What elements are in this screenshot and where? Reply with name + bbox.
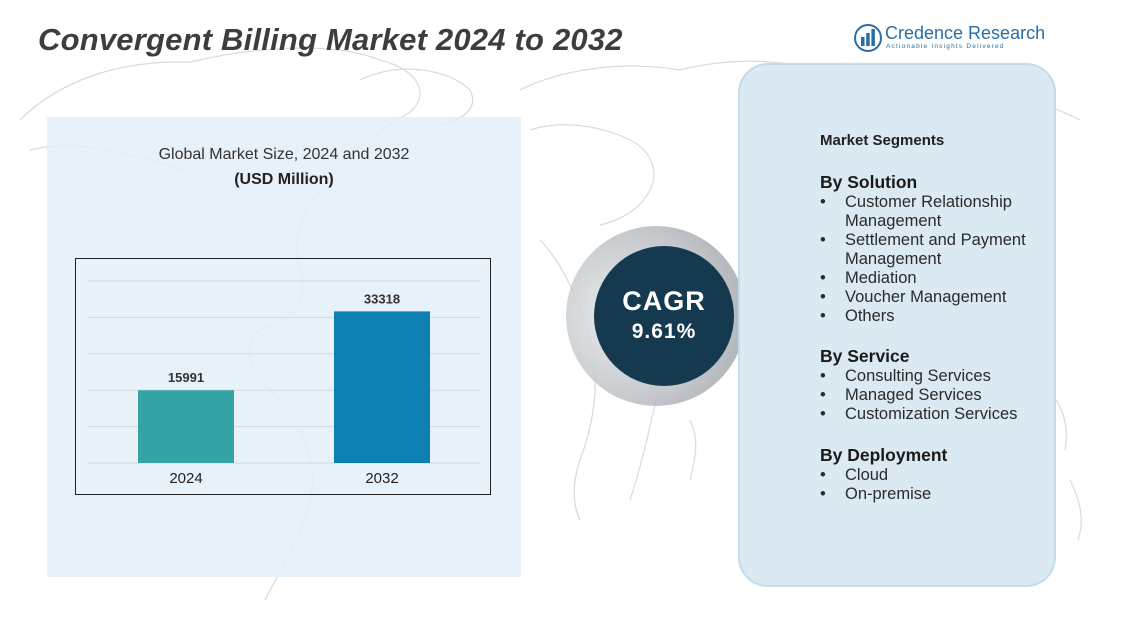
- brand-tagline: Actionable Insights Delivered: [886, 43, 1005, 50]
- bullet-icon: •: [820, 307, 826, 325]
- bullet-icon: •: [820, 367, 826, 385]
- segment-item-label: On-premise: [845, 485, 932, 503]
- segment-item-label: Mediation: [845, 269, 917, 287]
- cagr-badge: CAGR 9.61%: [594, 246, 734, 386]
- segment-item-label: Customization Services: [845, 405, 1018, 423]
- segments-panel: [738, 63, 1056, 587]
- segment-item-label: Customer Relationship Management: [845, 193, 1012, 230]
- bullet-icon: •: [820, 269, 826, 287]
- cagr-label: CAGR: [622, 286, 706, 316]
- segment-group-deployment-title: By Deployment: [820, 445, 948, 465]
- segment-item-label: Managed Services: [845, 386, 982, 404]
- segment-group-solution-title: By Solution: [820, 172, 918, 192]
- segment-item-label: Others: [845, 307, 895, 325]
- bullet-icon: •: [820, 288, 826, 306]
- brand-name: Credence Research: [885, 23, 1046, 43]
- bullet-icon: •: [820, 466, 826, 484]
- bullet-icon: •: [820, 193, 826, 211]
- bullet-icon: •: [820, 405, 826, 423]
- chart-title: Global Market Size, 2024 and 2032: [158, 146, 410, 163]
- x-tick-label-2032: 2032: [365, 470, 398, 487]
- segment-item-label: Voucher Management: [845, 288, 1007, 306]
- page-title: Convergent Billing Market 2024 to 2032: [38, 22, 623, 57]
- segments-title: Market Segments: [820, 132, 945, 149]
- x-tick-label-2024: 2024: [169, 470, 202, 487]
- cagr-value: 9.61%: [631, 320, 697, 343]
- bullet-icon: •: [820, 485, 826, 503]
- data-label-2024: 15991: [168, 370, 204, 385]
- bullet-icon: •: [820, 231, 826, 249]
- bar-2024: [138, 390, 234, 463]
- chart-panel: [47, 117, 521, 577]
- segment-item-label: Settlement and Payment Management: [845, 231, 1026, 268]
- chart-unit: (USD Million): [234, 171, 334, 188]
- bar-chart: 15991 2024 33318 2032: [75, 258, 491, 495]
- brand-logo: Credence Research Actionable Insights De…: [854, 22, 1046, 54]
- bullet-icon: •: [820, 386, 826, 404]
- bar-chart-logo-icon: [854, 24, 882, 52]
- bar-chart-svg: 15991 2024 33318 2032: [88, 280, 480, 487]
- segment-group-service-title: By Service: [820, 346, 910, 366]
- segment-item-label: Consulting Services: [845, 367, 991, 385]
- bar-2032: [334, 311, 430, 463]
- segment-item-label: Cloud: [845, 466, 889, 484]
- data-label-2032: 33318: [364, 291, 400, 306]
